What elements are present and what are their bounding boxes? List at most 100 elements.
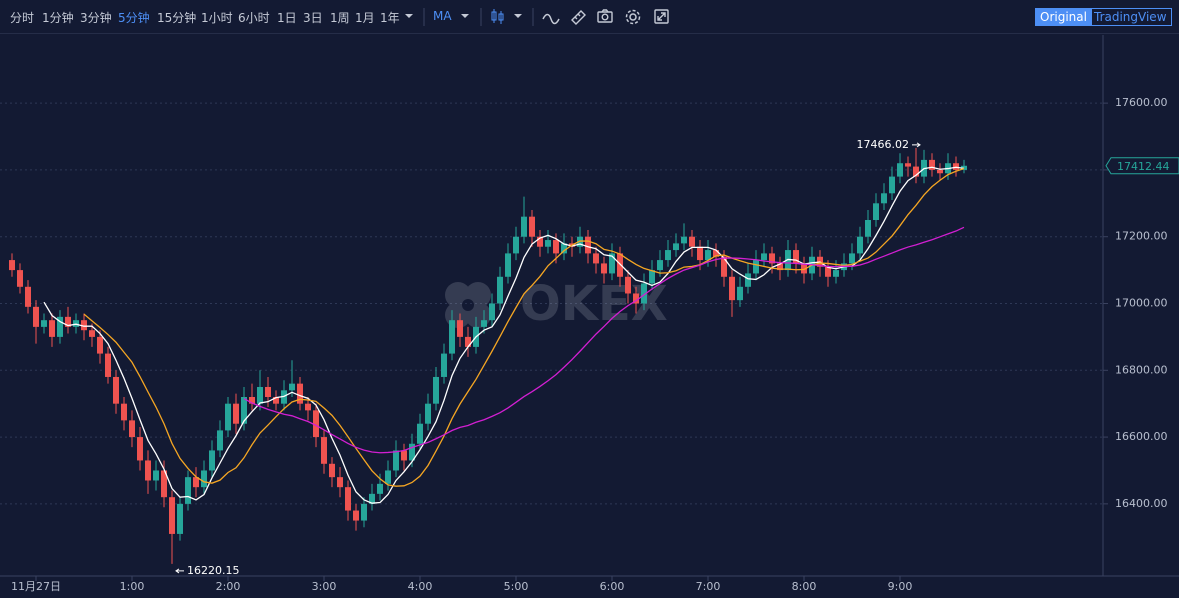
candle-body (857, 236, 863, 254)
high-label: 17466.02 (857, 138, 910, 151)
candle-body (105, 353, 111, 377)
interval-button[interactable]: 分时 (10, 11, 35, 25)
candle-body (521, 216, 527, 237)
candle-body (297, 383, 303, 404)
candle-body (617, 253, 623, 277)
candle-body (849, 253, 855, 264)
x-tick-label: 1:00 (120, 580, 145, 593)
candle-body (345, 487, 351, 511)
interval-button[interactable]: 6小时 (238, 11, 270, 25)
candle-body (505, 253, 511, 277)
watermark-logo (465, 282, 491, 308)
candle-body (897, 163, 903, 177)
candle-body (289, 383, 295, 391)
candle-body (401, 450, 407, 461)
candle-body (177, 503, 183, 534)
interval-button[interactable]: 1周 (330, 11, 350, 25)
candle-body (265, 386, 271, 398)
candle-body (369, 493, 375, 504)
interval-button[interactable]: 5分钟 (118, 11, 150, 25)
candle-body (385, 470, 391, 484)
candle-body (137, 437, 143, 461)
dropdown-arrow[interactable] (461, 14, 469, 18)
candle-body (873, 203, 879, 221)
ruler-icon[interactable] (571, 10, 586, 25)
candle-body (489, 303, 495, 321)
candle-body (169, 497, 175, 534)
candle-body (153, 470, 159, 481)
candle-body (761, 253, 767, 261)
high-arrow (912, 142, 921, 148)
candle-body (657, 260, 663, 271)
candle-body (633, 293, 639, 304)
moving-average-line (243, 226, 965, 454)
candle-body (865, 220, 871, 237)
candle-body (593, 253, 599, 264)
candle-body (393, 450, 399, 471)
view-button[interactable]: Original (1035, 8, 1092, 26)
candle-body (609, 253, 615, 274)
candle-body (561, 243, 567, 254)
interval-button[interactable]: 1年 (380, 11, 400, 25)
candle-body (601, 263, 607, 274)
interval-button[interactable]: 15分钟 (157, 11, 197, 25)
candle-body (409, 443, 415, 461)
indicator-icon[interactable] (542, 13, 560, 25)
last-price-tag (1105, 157, 1179, 175)
candle-body (537, 236, 543, 247)
candle-body (321, 437, 327, 464)
candle-body (305, 403, 311, 411)
moving-average-line (43, 166, 965, 504)
candle-body (449, 320, 455, 354)
candle-body (801, 263, 807, 274)
candle-body (681, 236, 687, 244)
chart: 16400.00 16600.00 16800.00 17000.00 17200.00… (0, 35, 1179, 593)
x-tick-label: 8:00 (792, 580, 817, 593)
dropdown-arrow[interactable] (514, 14, 522, 18)
candle-body (889, 176, 895, 194)
indicator-button[interactable]: MA (433, 9, 452, 23)
low-arrow (175, 568, 184, 574)
candle-body (89, 330, 95, 337)
x-tick-label: 6:00 (600, 580, 625, 593)
candle-body (225, 403, 231, 431)
candle-body (713, 250, 719, 257)
x-tick-label: 9:00 (888, 580, 913, 593)
candle-body (281, 390, 287, 404)
interval-button[interactable]: 1分钟 (42, 11, 74, 25)
candle-body (57, 316, 63, 337)
candle-body (585, 236, 591, 254)
candle-body (97, 336, 103, 354)
toolbar: 分时 1分钟 3分钟 5分钟 15分钟 1小时 6小时 1日 3日 1周 1月 1年 MA Origin… (0, 0, 1179, 34)
moving-average-line (83, 167, 965, 487)
interval-button[interactable]: 1月 (355, 11, 375, 25)
candle-body (65, 316, 71, 327)
candle-body (953, 163, 959, 170)
interval-button[interactable]: 3分钟 (80, 11, 112, 25)
candle-body (113, 376, 119, 404)
candle-body (217, 430, 223, 451)
candle-body (193, 477, 199, 488)
y-tick-label: 16800.00 (1115, 363, 1168, 376)
interval-button[interactable]: 3日 (303, 11, 323, 25)
settings-icon[interactable] (625, 9, 641, 25)
view-button[interactable]: TradingView (1089, 8, 1172, 26)
interval-button[interactable]: 1小时 (201, 11, 233, 25)
candle-body (329, 463, 335, 478)
candle-type-icon[interactable] (491, 9, 504, 24)
candle-body (73, 320, 79, 327)
interval-button[interactable]: 1日 (277, 11, 297, 25)
candle-body (425, 403, 431, 424)
low-label: 16220.15 (187, 564, 240, 577)
dropdown-arrow[interactable] (405, 14, 413, 18)
candle-body (513, 236, 519, 254)
candle-body (441, 353, 447, 377)
candle-body (161, 470, 167, 498)
candle-body (769, 253, 775, 264)
candle-body (929, 159, 935, 170)
candle-body (937, 169, 943, 174)
camera-icon[interactable] (597, 9, 613, 23)
fullscreen-icon[interactable] (654, 9, 669, 24)
plot-background (0, 35, 1103, 576)
